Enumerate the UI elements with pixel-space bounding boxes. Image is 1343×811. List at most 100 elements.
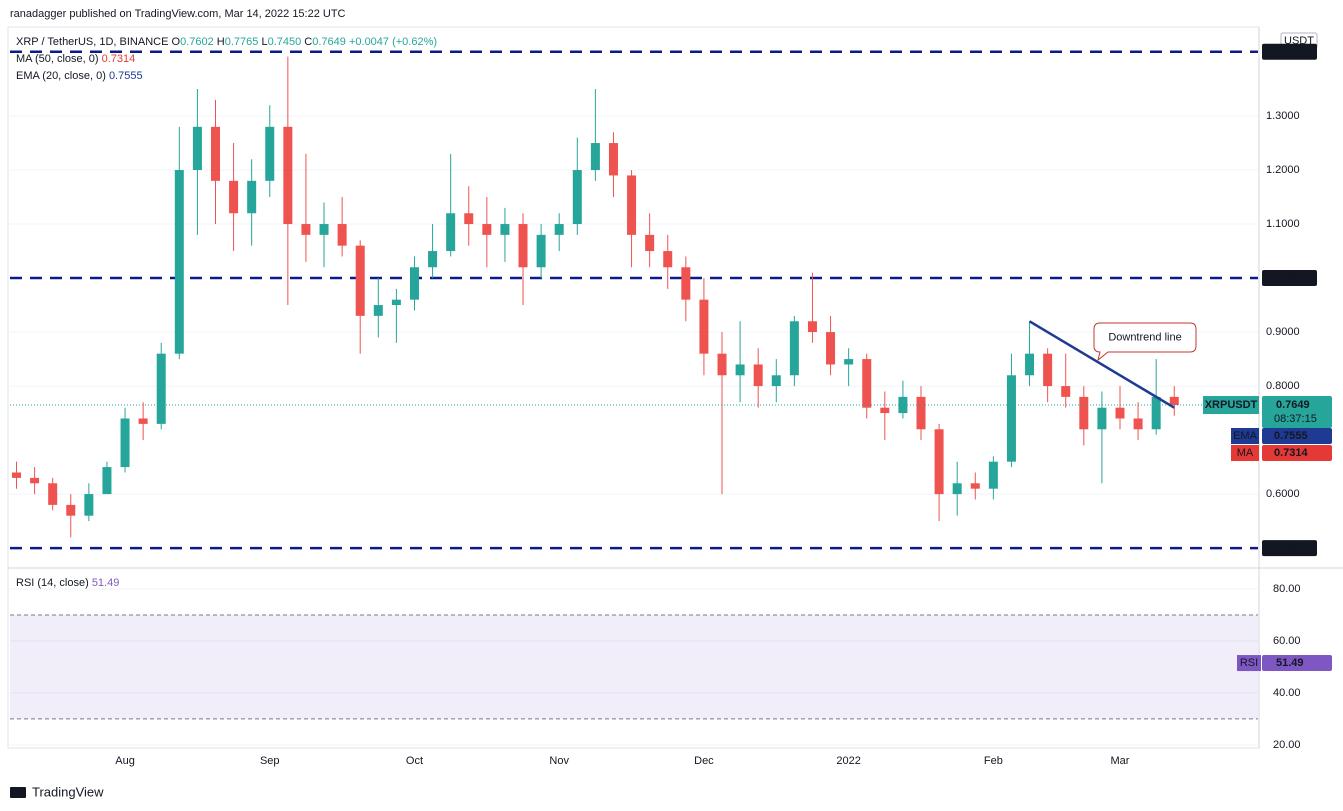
candle-body	[590, 143, 600, 171]
rsi-band	[10, 614, 1258, 719]
candle-body	[880, 407, 890, 414]
candle-body	[844, 359, 854, 365]
price-label-symbol: XRPUSDT	[1205, 399, 1258, 411]
trendline	[1028, 320, 1175, 409]
candle-body	[807, 321, 817, 333]
candle-body	[862, 359, 872, 408]
price-label-value: 0.7649	[1276, 399, 1310, 411]
candle-body	[717, 353, 727, 376]
quote-value: 0.7602	[180, 36, 214, 48]
level-label: 1.4191	[1272, 46, 1306, 58]
indicator-tag-box	[1231, 428, 1259, 444]
candle-body	[681, 267, 691, 300]
candle-body	[120, 418, 130, 468]
annotation-text: Downtrend line	[1108, 331, 1181, 343]
candle-body	[988, 461, 998, 489]
x-tick-label: Mar	[1111, 755, 1130, 767]
candle-body	[572, 170, 582, 225]
candle-body	[1115, 407, 1125, 419]
candle-body	[1169, 396, 1179, 406]
candle-body	[518, 224, 528, 268]
rsi-tick-label: 20.00	[1273, 739, 1301, 751]
candle-body	[898, 396, 908, 414]
candle-body	[1079, 396, 1089, 430]
rsi-tick-label: 40.00	[1273, 687, 1301, 699]
candle-body	[1025, 353, 1035, 376]
candle-body	[1133, 418, 1143, 430]
candle-body	[355, 245, 365, 316]
candle-body	[66, 504, 76, 516]
candle-body	[970, 483, 980, 489]
indicator-name: MA (50, close, 0)	[16, 53, 99, 65]
candle-body	[12, 472, 21, 478]
candle-body	[337, 224, 347, 246]
change: +0.0047 (+0.62%)	[349, 36, 437, 48]
rsi-legend-value: 51.49	[92, 577, 120, 589]
candle-body	[30, 477, 40, 484]
rsi-tag: RSI	[1240, 657, 1258, 669]
candle-body	[301, 224, 311, 235]
symbol-legend: XRP / TetherUS, 1D, BINANCE O0.7602 H0.7…	[16, 36, 437, 48]
candle-body	[446, 213, 456, 252]
candle-body	[319, 224, 329, 235]
price-label-box	[1203, 396, 1259, 415]
quote-value: 0.7649	[312, 36, 346, 48]
candle-body	[952, 483, 962, 495]
logo-mark	[10, 787, 26, 798]
publisher: ranadagger published on TradingView.com,…	[10, 8, 346, 20]
quote-value: 0.7450	[268, 36, 302, 48]
candle-body	[210, 126, 220, 181]
candle-body	[409, 267, 419, 300]
candle-body	[373, 305, 383, 316]
candle-body	[608, 143, 618, 176]
indicator-name: EMA (20, close, 0)	[16, 70, 106, 82]
candle-body	[1043, 353, 1053, 387]
candle-body	[1061, 386, 1071, 397]
y-tick-label: 0.6000	[1266, 488, 1300, 500]
candle-body	[663, 251, 673, 268]
level-label: 1.0000	[1272, 272, 1306, 284]
candle-body	[916, 396, 926, 430]
x-tick-label: Aug	[115, 755, 135, 767]
y-tick-label: 1.2000	[1266, 164, 1300, 176]
level-label-box	[1262, 43, 1317, 60]
quote-value: 0.7765	[225, 36, 259, 48]
indicator-value-box	[1262, 445, 1332, 461]
candle-body	[753, 364, 763, 387]
candle-body	[283, 126, 293, 225]
y-tick-label: 1.3000	[1266, 110, 1300, 122]
rsi-legend: RSI (14, close) 51.49	[16, 577, 119, 589]
footer-logo: TradingView	[10, 784, 104, 799]
quote-key: O	[172, 36, 181, 48]
candle-body	[391, 299, 401, 306]
candle-body	[428, 251, 438, 268]
y-tick-label: 0.9000	[1266, 326, 1300, 338]
y-tick-label: 1.1000	[1266, 218, 1300, 230]
indicator-tag: MA	[1237, 447, 1254, 459]
x-tick-label: Sep	[260, 755, 280, 767]
candle-body	[554, 224, 564, 235]
candle-body	[1006, 375, 1016, 462]
logo-text: TradingView	[32, 784, 104, 799]
candle-body	[645, 234, 655, 252]
x-tick-label: Dec	[694, 755, 714, 767]
candle-body	[48, 483, 58, 505]
symbol: XRP / TetherUS, 1D, BINANCE	[16, 36, 168, 48]
indicator-legend-value: 0.7555	[109, 70, 143, 82]
indicator-legend: EMA (20, close, 0) 0.7555	[16, 70, 143, 82]
candle-body	[84, 494, 94, 516]
candle-body	[174, 170, 184, 354]
x-tick-label: Feb	[984, 755, 1003, 767]
indicator-tag: EMA	[1233, 430, 1258, 442]
rsi-tick-label: 60.00	[1273, 635, 1301, 647]
quote-key: H	[217, 36, 225, 48]
quote-key: L	[261, 36, 267, 48]
indicator-value-box	[1262, 428, 1332, 444]
indicator-value: 0.7314	[1274, 447, 1309, 459]
candle-body	[699, 299, 709, 354]
indicator-tag-box	[1231, 445, 1259, 461]
rsi-value: 51.49	[1276, 657, 1304, 669]
x-tick-label: Oct	[406, 755, 423, 767]
candle-body	[156, 353, 166, 424]
